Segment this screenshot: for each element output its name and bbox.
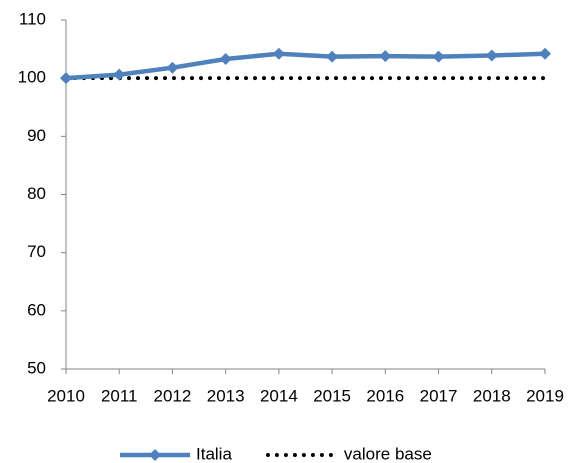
x-tick-label: 2010 (47, 386, 85, 405)
y-tick-label: 60 (27, 300, 46, 319)
y-tick-label: 70 (27, 242, 46, 261)
legend-label: valore base (344, 444, 432, 463)
y-tick-label: 90 (27, 126, 46, 145)
series-line (65, 51, 546, 81)
marker (326, 50, 339, 63)
y-tick-label: 80 (27, 184, 46, 203)
x-tick-label: 2012 (154, 386, 192, 405)
marker (113, 68, 126, 81)
x-tick-label: 2013 (207, 386, 245, 405)
x-tick-label: 2014 (260, 386, 298, 405)
marker (272, 47, 285, 60)
x-tick-label: 2016 (366, 386, 404, 405)
marker (219, 52, 232, 65)
legend-marker (149, 449, 161, 461)
marker (539, 47, 551, 60)
legend-label: Italia (196, 444, 232, 463)
marker (485, 49, 498, 62)
x-tick-label: 2017 (420, 386, 458, 405)
x-tick-label: 2018 (473, 386, 511, 405)
x-tick-label: 2011 (101, 386, 138, 405)
y-tick-label: 100 (18, 68, 46, 87)
y-tick-label: 50 (27, 358, 46, 377)
marker (379, 50, 392, 63)
marker (432, 50, 445, 63)
x-tick-label: 2015 (313, 386, 351, 405)
y-tick-label: 110 (19, 9, 46, 28)
marker (60, 72, 72, 85)
x-tick-label: 2019 (526, 386, 564, 405)
marker (166, 61, 179, 74)
